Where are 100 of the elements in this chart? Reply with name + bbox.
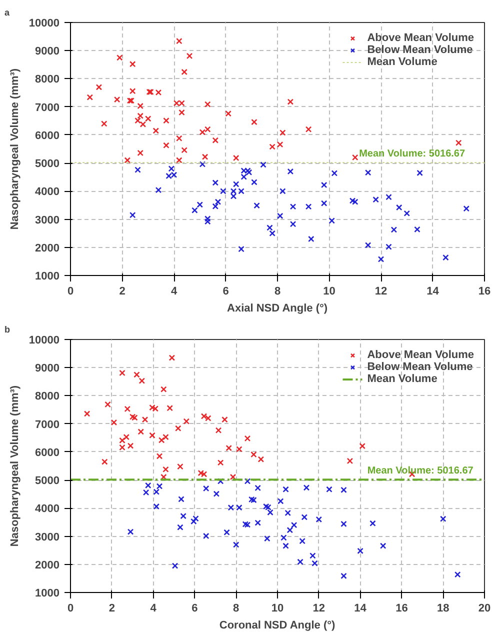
point xyxy=(404,210,410,216)
point xyxy=(163,142,170,148)
point xyxy=(152,128,160,134)
x-tick-label: 12 xyxy=(312,602,326,614)
point xyxy=(357,548,364,554)
point xyxy=(176,38,182,44)
point xyxy=(305,126,312,132)
legend-label: Below Mean Volume xyxy=(367,361,473,373)
point xyxy=(303,484,310,491)
point xyxy=(96,84,102,90)
x-tick-label: 4 xyxy=(150,602,158,614)
point xyxy=(137,150,144,156)
point xyxy=(230,193,237,200)
point xyxy=(390,226,398,233)
point xyxy=(199,161,206,168)
point xyxy=(267,509,274,516)
point xyxy=(456,140,462,146)
point xyxy=(123,434,130,440)
point xyxy=(264,535,270,542)
x-tick-label: 18 xyxy=(436,602,450,614)
point xyxy=(310,552,316,559)
point xyxy=(316,516,322,523)
point xyxy=(152,406,158,412)
point xyxy=(340,572,347,580)
x-tick-label: 14 xyxy=(354,602,368,614)
point xyxy=(286,526,294,534)
point xyxy=(196,202,203,208)
point xyxy=(290,220,296,228)
point xyxy=(142,489,150,496)
y-tick-label: 6000 xyxy=(35,446,60,459)
point xyxy=(156,453,163,460)
point xyxy=(101,120,108,127)
point xyxy=(127,442,134,449)
point xyxy=(386,244,392,250)
y-axis-title: Nasopharyngeal Volume (mm³) xyxy=(8,68,21,230)
point xyxy=(175,425,182,432)
point xyxy=(244,478,251,484)
point xyxy=(414,226,420,233)
point xyxy=(266,224,273,231)
point xyxy=(204,216,211,222)
point xyxy=(192,515,199,522)
point xyxy=(352,198,358,205)
point xyxy=(254,520,261,526)
point xyxy=(308,236,314,242)
x-tick-label: 2 xyxy=(119,286,126,298)
point xyxy=(454,571,461,578)
x-tick-label: 2 xyxy=(108,602,115,614)
text: a xyxy=(4,8,10,18)
point xyxy=(162,466,169,472)
legend-label: Above Mean Volume xyxy=(367,32,474,44)
annotation: Mean Volume: 5016.67 xyxy=(359,148,466,160)
y-tick-label: 8000 xyxy=(35,390,60,403)
y-tick-label: 8000 xyxy=(35,74,60,86)
point xyxy=(127,528,134,535)
point xyxy=(240,174,247,180)
y-tick-label: 6000 xyxy=(35,130,60,142)
point xyxy=(134,166,141,173)
point xyxy=(386,194,392,200)
point xyxy=(202,485,210,492)
point xyxy=(172,562,178,569)
annotation: Mean Volume: 5016.67 xyxy=(367,466,474,477)
point xyxy=(442,254,449,261)
point xyxy=(320,182,328,188)
x-tick-label: 16 xyxy=(478,286,491,298)
y-tick-label: 3000 xyxy=(35,531,60,544)
point xyxy=(305,204,312,210)
point xyxy=(248,496,255,503)
point xyxy=(346,458,354,464)
point xyxy=(276,141,284,148)
point xyxy=(134,372,140,378)
point xyxy=(214,198,222,205)
legend-label: Mean Volume xyxy=(367,56,438,68)
point xyxy=(145,116,152,122)
point xyxy=(178,496,184,502)
point xyxy=(166,404,173,412)
x-tick-label: 20 xyxy=(478,602,491,614)
point xyxy=(250,496,257,504)
point xyxy=(230,474,236,480)
point xyxy=(192,207,198,214)
y-tick-label: 5000 xyxy=(35,475,60,488)
point xyxy=(226,444,232,452)
point xyxy=(282,486,289,492)
point xyxy=(269,144,276,150)
point xyxy=(129,414,136,420)
point xyxy=(145,482,152,489)
point xyxy=(119,370,126,376)
legend-label: Below Mean Volume xyxy=(367,44,473,56)
point xyxy=(183,418,190,424)
point xyxy=(301,514,308,520)
y-tick-label: 4000 xyxy=(35,503,60,516)
point xyxy=(163,117,170,124)
point xyxy=(224,529,230,536)
point xyxy=(287,98,294,105)
point xyxy=(212,203,219,210)
point xyxy=(180,512,186,520)
y-tick-label: 2000 xyxy=(35,242,60,254)
x-tick-label: 6 xyxy=(192,602,198,614)
point xyxy=(380,542,386,549)
point xyxy=(177,463,184,470)
y-tick-label: 5000 xyxy=(35,158,60,170)
